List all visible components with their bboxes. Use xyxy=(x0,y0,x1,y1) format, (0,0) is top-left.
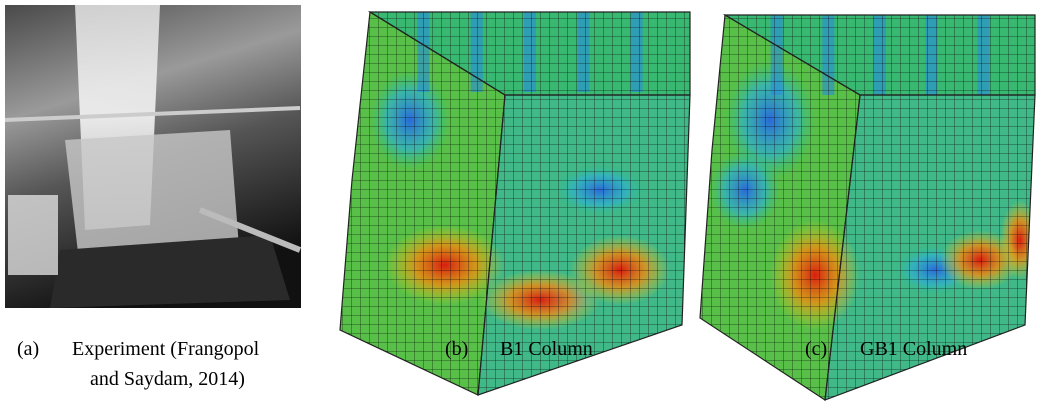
figure: (a) Experiment (Frangopol and Saydam, 2014… xyxy=(0,0,1055,404)
caption-text: and Saydam, 2014) xyxy=(90,368,245,390)
photo-panel xyxy=(5,5,301,308)
caption-text: Experiment (Frangopol xyxy=(72,338,260,360)
caption-text: GB1 Column xyxy=(860,338,967,360)
caption-label: (c) xyxy=(805,338,827,360)
caption-label: (b) xyxy=(445,338,468,360)
caption-text: B1 Column xyxy=(500,338,593,360)
caption-label: (a) xyxy=(17,338,39,360)
